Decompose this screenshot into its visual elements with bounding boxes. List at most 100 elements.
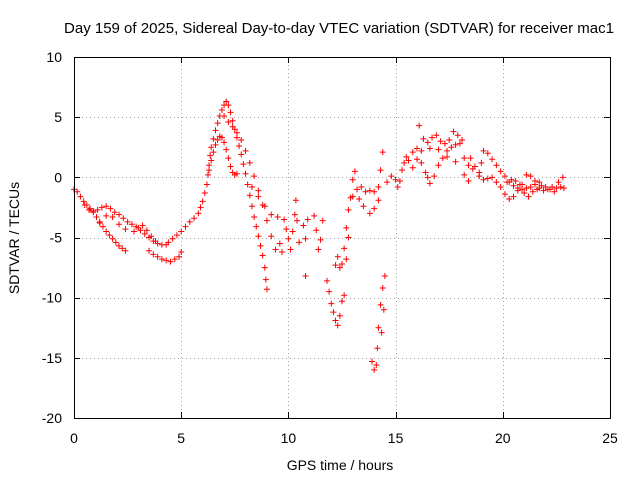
- data-point: [380, 306, 387, 313]
- data-point: [81, 202, 88, 209]
- data-point: [388, 173, 395, 180]
- data-point: [484, 150, 491, 157]
- data-point: [336, 264, 343, 271]
- data-point: [358, 183, 365, 190]
- data-point: [208, 144, 215, 151]
- data-point: [465, 162, 472, 169]
- data-point: [112, 239, 119, 246]
- data-point: [238, 137, 245, 144]
- data-point: [218, 106, 225, 113]
- data-point: [169, 235, 176, 242]
- y-axis-ticks: -20 -15 -10 -5 0 5 10: [42, 49, 610, 426]
- data-point: [525, 193, 532, 200]
- data-point: [538, 182, 545, 189]
- data-point: [339, 298, 345, 305]
- data-point: [384, 179, 391, 186]
- data-point: [119, 245, 126, 252]
- data-point: [240, 161, 247, 168]
- x-tick-label: 0: [70, 430, 78, 446]
- data-point: [439, 155, 446, 162]
- data-point: [426, 145, 433, 152]
- data-point: [93, 214, 100, 221]
- data-point: [493, 179, 500, 186]
- data-point: [392, 176, 399, 183]
- data-point: [527, 173, 534, 180]
- data-point: [371, 188, 378, 195]
- data-point: [255, 187, 262, 194]
- data-point: [96, 220, 103, 227]
- data-point: [283, 226, 290, 233]
- data-point: [422, 169, 429, 176]
- data-point: [379, 285, 386, 292]
- data-point: [424, 139, 431, 146]
- data-point: [504, 179, 511, 186]
- x-tick-label: 25: [602, 430, 618, 446]
- data-point: [418, 147, 425, 154]
- data-point: [109, 214, 116, 221]
- data-point: [334, 253, 341, 260]
- data-point: [246, 159, 253, 166]
- data-point: [111, 209, 118, 216]
- data-point: [510, 193, 517, 200]
- data-point: [167, 258, 174, 265]
- data-point: [293, 217, 300, 224]
- data-point: [366, 210, 373, 217]
- data-point: [426, 180, 433, 187]
- data-point: [221, 139, 228, 146]
- data-point: [514, 187, 521, 194]
- data-point: [255, 193, 262, 200]
- data-point: [87, 205, 94, 212]
- x-axis-ticks: 0 5 10 15 20 25: [70, 57, 618, 446]
- data-point: [557, 183, 564, 190]
- data-point: [206, 167, 213, 174]
- data-point: [448, 144, 455, 151]
- data-point: [285, 235, 292, 242]
- x-tick-label: 15: [388, 430, 404, 446]
- data-point: [229, 117, 236, 124]
- data-point: [374, 345, 381, 352]
- data-point: [281, 216, 288, 223]
- data-point: [356, 195, 363, 202]
- data-point: [212, 127, 219, 134]
- data-point: [523, 185, 530, 192]
- data-point: [375, 197, 382, 204]
- data-point: [94, 206, 101, 213]
- data-point: [163, 257, 170, 264]
- data-point: [150, 251, 157, 258]
- data-point: [223, 98, 230, 105]
- data-point: [225, 102, 232, 109]
- data-point: [373, 362, 380, 369]
- data-point: [454, 132, 461, 139]
- data-point: [375, 324, 382, 331]
- data-point: [259, 252, 266, 259]
- data-point: [394, 183, 401, 190]
- data-point: [521, 189, 528, 196]
- data-point: [560, 185, 567, 192]
- data-point: [328, 300, 335, 307]
- data-point: [461, 155, 468, 162]
- data-point: [345, 206, 352, 213]
- data-point: [343, 224, 350, 231]
- data-point: [334, 322, 341, 329]
- data-point: [128, 221, 135, 228]
- data-point: [456, 140, 463, 147]
- data-point: [242, 170, 249, 177]
- data-point: [158, 256, 165, 263]
- data-point: [471, 163, 478, 170]
- data-point: [214, 137, 221, 144]
- data-point: [559, 174, 566, 181]
- data-point: [238, 151, 245, 158]
- data-point: [341, 245, 348, 252]
- data-point: [296, 239, 303, 246]
- data-point: [262, 276, 269, 283]
- data-point: [141, 230, 148, 237]
- data-point: [501, 191, 508, 198]
- data-point: [396, 177, 403, 184]
- data-point: [362, 188, 369, 195]
- data-point: [551, 188, 558, 195]
- data-point: [546, 186, 553, 193]
- data-point: [510, 182, 517, 189]
- data-point: [116, 221, 123, 228]
- data-point: [534, 186, 541, 193]
- data-point: [131, 228, 138, 235]
